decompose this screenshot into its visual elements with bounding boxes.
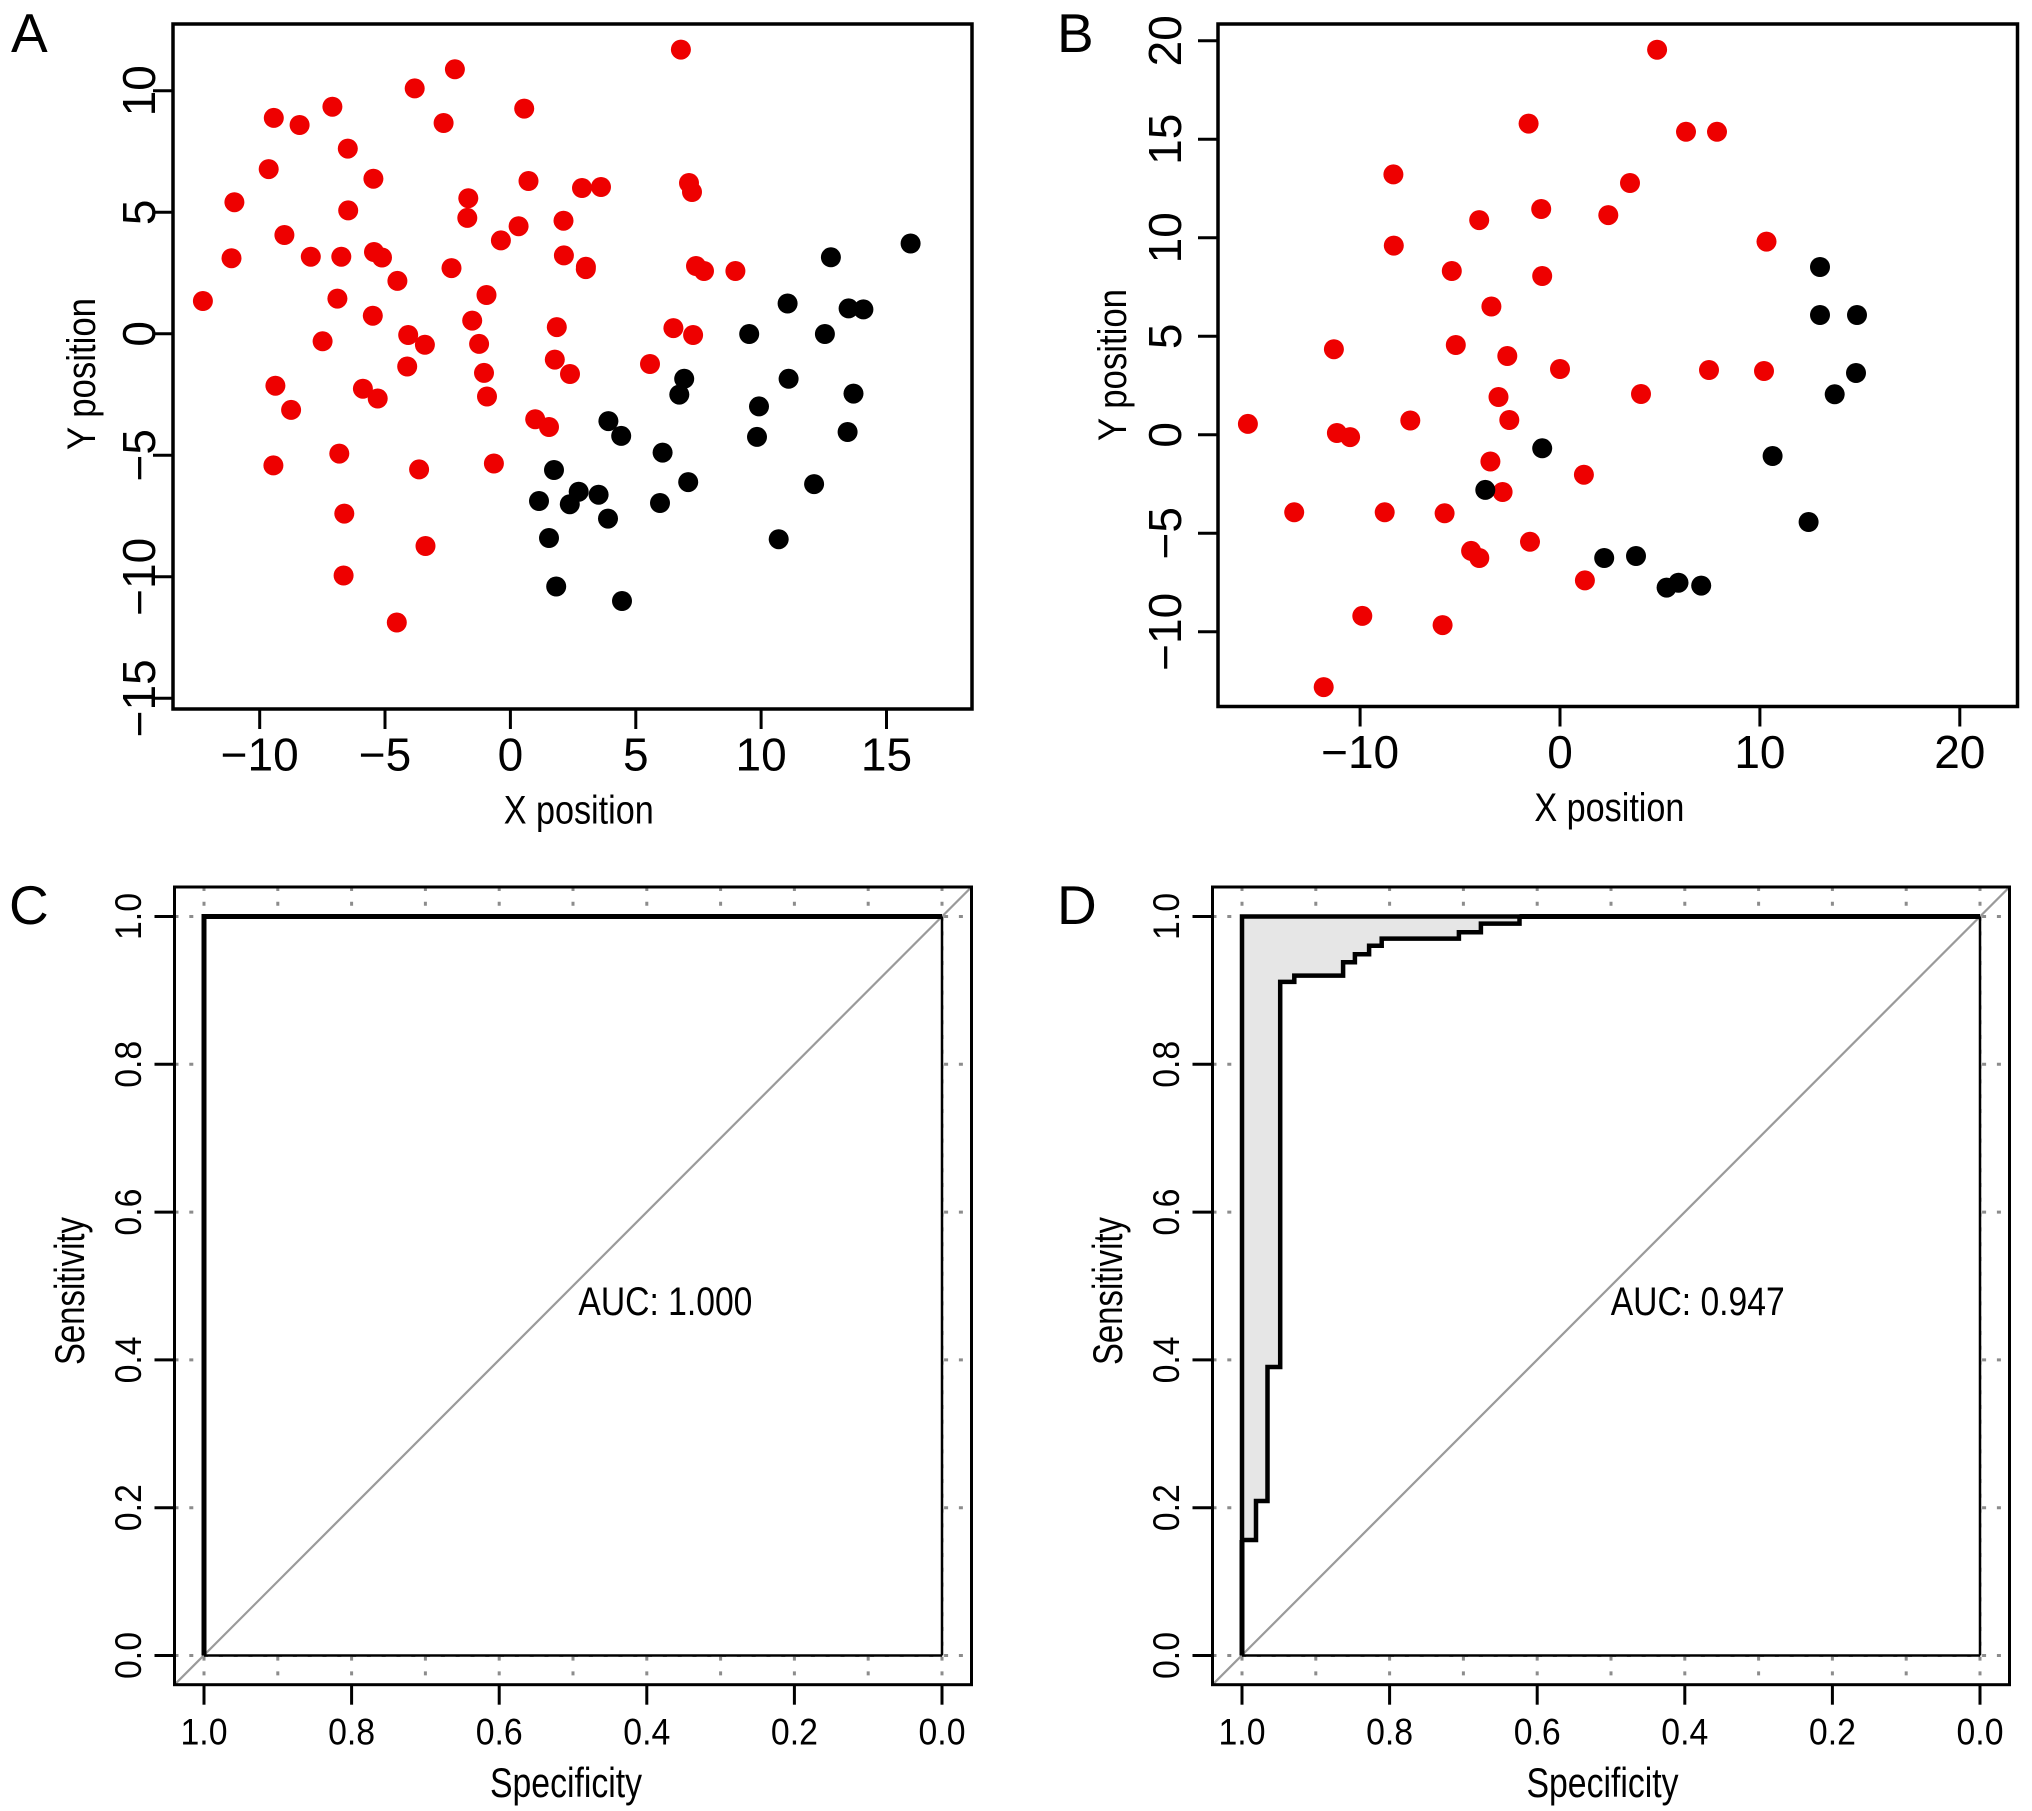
svg-text:A: A: [11, 2, 48, 64]
svg-text:0.0: 0.0: [108, 1632, 149, 1679]
svg-text:0.0: 0.0: [919, 1712, 966, 1753]
svg-text:5: 5: [113, 200, 165, 226]
svg-text:0.8: 0.8: [1366, 1712, 1413, 1753]
svg-text:AUC: 1.000: AUC: 1.000: [578, 1280, 752, 1324]
svg-text:0.8: 0.8: [1146, 1041, 1187, 1088]
svg-text:0.6: 0.6: [1514, 1712, 1561, 1753]
svg-text:−10: −10: [1139, 593, 1191, 671]
svg-text:0.6: 0.6: [476, 1712, 523, 1753]
svg-text:−5: −5: [113, 429, 165, 481]
svg-text:X position: X position: [1534, 786, 1684, 830]
svg-text:Y position: Y position: [1091, 289, 1135, 441]
svg-text:1.0: 1.0: [1219, 1712, 1266, 1753]
svg-text:C: C: [9, 874, 49, 936]
svg-text:20: 20: [1139, 15, 1191, 66]
svg-text:0.2: 0.2: [771, 1712, 818, 1753]
svg-text:5: 5: [623, 729, 649, 781]
svg-text:0.4: 0.4: [623, 1712, 670, 1753]
svg-text:Y position: Y position: [60, 298, 104, 450]
svg-text:−10: −10: [221, 729, 299, 781]
svg-text:−15: −15: [113, 659, 165, 737]
svg-text:0.8: 0.8: [108, 1041, 149, 1088]
svg-text:−5: −5: [359, 729, 411, 781]
svg-text:D: D: [1057, 874, 1097, 936]
svg-text:Specificity: Specificity: [1527, 1759, 1679, 1806]
svg-text:10: 10: [1139, 212, 1191, 263]
svg-text:15: 15: [861, 729, 912, 781]
svg-text:−10: −10: [113, 538, 165, 616]
svg-text:0: 0: [1547, 726, 1573, 778]
svg-text:0.0: 0.0: [1146, 1632, 1187, 1679]
svg-text:1.0: 1.0: [181, 1712, 228, 1753]
svg-text:Specificity: Specificity: [490, 1759, 642, 1806]
svg-text:0.2: 0.2: [1146, 1484, 1187, 1531]
svg-text:B: B: [1057, 2, 1094, 64]
svg-text:0: 0: [113, 321, 165, 347]
svg-text:0.4: 0.4: [1661, 1712, 1708, 1753]
svg-text:X position: X position: [504, 789, 654, 833]
svg-text:10: 10: [736, 729, 787, 781]
svg-text:Sensitivity: Sensitivity: [1084, 1217, 1131, 1365]
svg-text:0.8: 0.8: [328, 1712, 375, 1753]
svg-text:−10: −10: [1321, 726, 1399, 778]
svg-text:0: 0: [498, 729, 524, 781]
svg-text:10: 10: [113, 65, 165, 116]
svg-text:20: 20: [1934, 726, 1985, 778]
svg-text:1.0: 1.0: [108, 893, 149, 940]
svg-text:−5: −5: [1139, 507, 1191, 559]
svg-text:0.0: 0.0: [1957, 1712, 2004, 1753]
svg-text:AUC: 0.947: AUC: 0.947: [1611, 1280, 1785, 1324]
svg-text:0: 0: [1139, 422, 1191, 448]
svg-text:0.6: 0.6: [1146, 1189, 1187, 1236]
svg-text:0.4: 0.4: [1146, 1336, 1187, 1383]
svg-text:0.6: 0.6: [108, 1189, 149, 1236]
svg-text:0.4: 0.4: [108, 1336, 149, 1383]
svg-text:0.2: 0.2: [108, 1484, 149, 1531]
svg-text:0.2: 0.2: [1809, 1712, 1856, 1753]
svg-text:10: 10: [1734, 726, 1785, 778]
svg-text:15: 15: [1139, 114, 1191, 165]
svg-text:1.0: 1.0: [1146, 893, 1187, 940]
svg-text:5: 5: [1139, 324, 1191, 350]
svg-text:Sensitivity: Sensitivity: [46, 1217, 93, 1365]
